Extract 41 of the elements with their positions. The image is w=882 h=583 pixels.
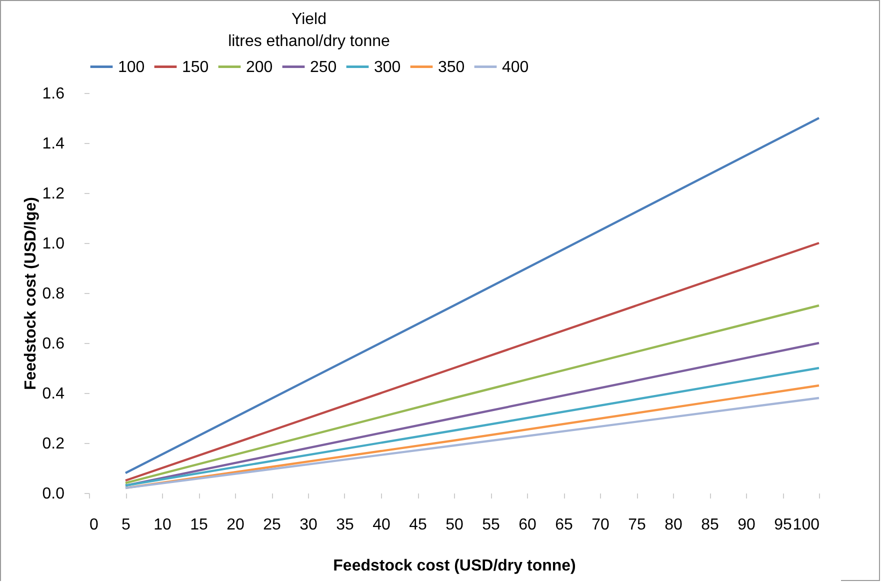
x-tick-label: 95 [774,516,792,534]
legend-label: 250 [310,58,337,76]
legend-label: 400 [502,58,529,76]
legend-label: 100 [118,58,145,76]
x-tick-label: 100 [792,516,820,534]
legend-label: 300 [374,58,401,76]
x-tick-label: 25 [263,516,281,534]
x-tick-label: 10 [154,516,172,534]
x-tick-label: 0 [90,516,98,534]
x-tick-label: 90 [738,516,756,534]
y-tick-label: 1.2 [42,186,65,202]
legend-label: 350 [438,58,465,76]
legend-label: 150 [182,58,209,76]
x-tick-label: 40 [372,516,390,534]
x-tick-label: 30 [300,516,318,534]
text: litres ethanol/dry tonne [228,33,390,50]
x-tick-label: 45 [409,516,427,534]
y-tick-label: 1.4 [42,136,65,152]
x-axis-title: Feedstock cost (USD/dry tonne) [333,558,576,574]
y-tick-label: 0.6 [42,336,65,352]
y-tick-label: 0.4 [42,386,65,402]
y-tick-label: 0.0 [42,486,65,502]
x-tick-label: 65 [555,516,573,534]
x-tick-label: 55 [482,516,500,534]
x-tick-label: 15 [190,516,208,534]
x-tick-label: 50 [446,516,464,534]
y-tick-label: 0.2 [42,436,65,452]
legend-label: 200 [246,58,273,76]
x-tick-label: 75 [628,516,646,534]
x-tick-label: 20 [226,516,244,534]
x-tick-label: 85 [701,516,719,534]
y-tick-label: 1.0 [42,236,65,252]
y-axis-title: Feedstock cost (USD/lge) [22,197,40,390]
y-tick-label: 0.8 [42,286,65,302]
y-tick-label: 1.6 [42,86,65,102]
x-tick-label: 70 [592,516,610,534]
text: Yield [292,11,326,28]
x-tick-label: 35 [336,516,354,534]
x-tick-label: 60 [518,516,536,534]
x-tick-label: 80 [664,516,682,534]
x-tick-label: 5 [122,516,131,534]
